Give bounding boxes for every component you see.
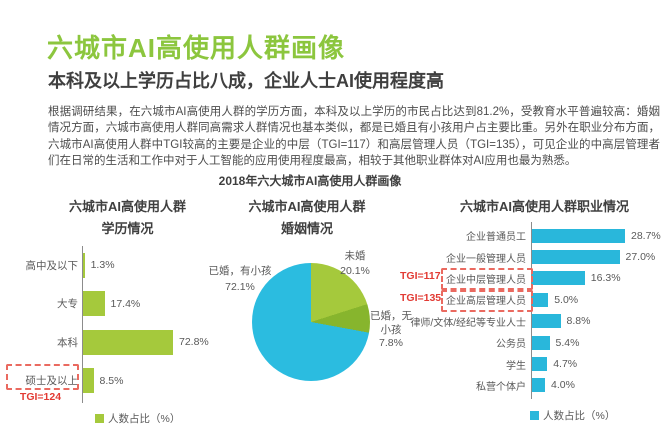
value-label: 8.5% [99, 374, 124, 387]
value-label: 28.7% [631, 229, 661, 242]
chart-row: 学生 4.7% [400, 353, 671, 374]
pie-label-married-no-children: 已婚，无小孩 7.8% [367, 310, 415, 351]
category-label: 学生 [506, 360, 526, 372]
pie-slice-label: 已婚，无小孩 [370, 310, 412, 336]
bar [532, 228, 625, 243]
category-label: 企业一般管理人员 [446, 253, 526, 265]
occupation-legend: 人数占比（%） [530, 408, 615, 423]
chart-row: 大专 17.4% [0, 285, 225, 324]
marriage-chart-panel: 六城市AI高使用人群 婚姻情况 未婚 20.1% 已婚，有小孩 72.1% 已婚… [195, 192, 445, 440]
chart-row: 企业高层管理人员 5.0% [400, 289, 671, 310]
value-label: 27.0% [625, 251, 656, 264]
category-label: 大专 [57, 298, 78, 311]
value-label: 16.3% [590, 272, 621, 285]
education-y-axis [82, 246, 83, 403]
occupation-chart-title: 六城市AI高使用人群职业情况 [459, 199, 629, 214]
category-label: 私营个体户 [476, 381, 526, 393]
bar [532, 357, 548, 372]
value-label: 1.3% [90, 259, 115, 272]
bar [83, 291, 105, 317]
bar [83, 368, 94, 394]
category-label: 企业高层管理人员 [446, 296, 526, 308]
chart-row: 本科 72.8% [0, 323, 225, 362]
education-highlight-box [6, 364, 79, 390]
category-label: 公务员 [496, 339, 526, 351]
intro-paragraph: 根据调研结果，在六城市AI高使用人群的学历方面，本科及以上学历的市民占比达到81… [48, 106, 660, 167]
chart-row: 律师/文体/经纪等专业人士 8.8% [400, 311, 671, 332]
chart-row: 企业中层管理人员 16.3% [400, 268, 671, 289]
value-label: 5.0% [554, 293, 579, 306]
occupation-tgi-label-mid: TGI=117 [400, 270, 441, 282]
value-label: 8.8% [566, 315, 591, 328]
marriage-chart-title-line2: 婚姻情况 [280, 221, 333, 236]
value-label: 17.4% [110, 297, 141, 310]
chart-row: 私营个体户 4.0% [400, 375, 671, 396]
pie-label-unmarried: 未婚 20.1% [325, 249, 385, 279]
bar [532, 250, 620, 265]
pie-slice-value: 7.8% [379, 337, 403, 349]
bar [83, 252, 85, 278]
chart-row: 企业一般管理人员 27.0% [400, 246, 671, 267]
occupation-highlight-box-senior-managers [441, 290, 533, 312]
bar [532, 292, 549, 307]
category-label: 本科 [57, 336, 78, 349]
bar [532, 314, 561, 329]
pie-label-married-with-children: 已婚，有小孩 72.1% [200, 263, 280, 295]
marriage-chart-title-line1: 六城市AI高使用人群 [248, 199, 366, 214]
education-tgi-label: TGI=124 [19, 391, 62, 403]
bar [532, 378, 545, 393]
education-bar-rows: 高中及以下 1.3% 大专 17.4% 本科 72.8% 硕士及以上 8.5% [0, 246, 225, 400]
education-chart-title-line2: 学历情况 [101, 221, 154, 236]
occupation-bar-rows: 企业普通员工 28.7% 企业一般管理人员 27.0% 企业中层管理人员 16.3% 企业高… [400, 225, 671, 396]
occupation-highlight-box-mid-managers [441, 268, 533, 290]
education-legend-label: 人数占比（%） [108, 413, 181, 425]
chart-row: 公务员 5.4% [400, 332, 671, 353]
pie-slice-value: 20.1% [340, 265, 370, 277]
bar [83, 329, 173, 355]
education-legend-swatch-icon [95, 414, 104, 423]
value-label: 4.0% [551, 379, 575, 392]
occupation-legend-label: 人数占比（%） [543, 410, 616, 422]
education-chart-panel: 六城市AI高使用人群 学历情况 高中及以下 1.3% 大专 17.4% 本科 72.8% 硕… [0, 192, 225, 440]
category-label: 企业中层管理人员 [446, 274, 526, 286]
chart-row: 高中及以下 1.3% [0, 246, 225, 285]
marriage-pie [252, 263, 370, 381]
occupation-legend-swatch-icon [530, 411, 539, 420]
category-label: 律师/文体/经纪等专业人士 [410, 317, 526, 329]
category-label: 硕士及以上 [25, 375, 79, 388]
chart-row: 硕士及以上 8.5% [0, 362, 225, 401]
education-chart-title-line1: 六城市AI高使用人群 [68, 199, 186, 214]
education-legend: 人数占比（%） [95, 411, 180, 426]
page-subtitle: 本科及以上学历占比八成，企业人士AI使用程度高 [48, 71, 444, 91]
pie-slice-label: 已婚，有小孩 [208, 265, 272, 277]
section-title: 2018年六大城市AI高使用人群画像 [218, 174, 402, 188]
value-label: 5.4% [555, 336, 580, 349]
pie-slice-value: 72.1% [225, 281, 255, 293]
category-label: 企业普通员工 [466, 232, 526, 244]
occupation-chart-panel: 六城市AI高使用人群职业情况 企业普通员工 28.7% 企业一般管理人员 27.0% 企… [400, 192, 671, 440]
bar [532, 335, 550, 350]
value-label: 4.7% [553, 358, 578, 371]
pie-slice-label: 未婚 [344, 250, 366, 262]
page-title: 六城市AI高使用人群画像 [47, 33, 346, 63]
chart-row: 企业普通员工 28.7% [400, 225, 671, 246]
value-label: 72.8% [179, 336, 209, 349]
bar [532, 271, 585, 286]
occupation-tgi-label-senior: TGI=135 [400, 292, 442, 304]
category-label: 高中及以下 [25, 259, 79, 272]
